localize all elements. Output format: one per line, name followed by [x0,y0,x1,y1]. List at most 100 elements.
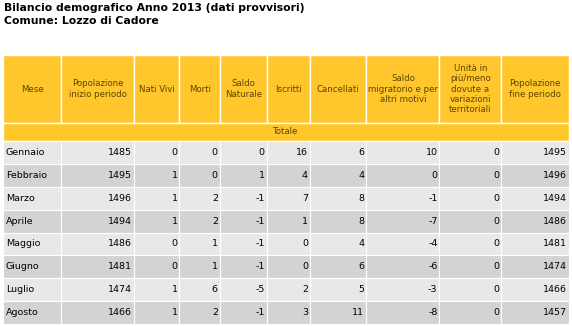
Text: 1474: 1474 [543,262,567,271]
Bar [61,164,134,187]
Bar [180,232,220,255]
Bar [61,141,134,164]
Bar [366,141,439,164]
Text: Gennaio: Gennaio [6,148,45,157]
Bar [439,255,502,278]
Bar [310,301,366,324]
Bar [134,255,180,278]
Text: 2: 2 [212,194,218,203]
Bar [61,232,134,255]
Bar [61,301,134,324]
Text: 6: 6 [212,285,218,294]
Text: 0: 0 [172,262,177,271]
Bar [502,232,569,255]
Bar [3,55,61,123]
Bar [502,210,569,232]
Text: 4: 4 [358,171,364,180]
Text: Popolazione
inizio periodo: Popolazione inizio periodo [69,79,127,99]
Text: -4: -4 [428,239,438,248]
Text: 0: 0 [494,239,499,248]
Text: 0: 0 [259,148,265,157]
Text: -6: -6 [428,262,438,271]
Text: -3: -3 [428,285,438,294]
Text: 1457: 1457 [543,308,567,317]
Text: 1486: 1486 [543,216,567,226]
Text: Totale: Totale [273,127,299,137]
Text: 0: 0 [172,239,177,248]
Bar [134,164,180,187]
Text: Saldo
migratorio e per
altri motivi: Saldo migratorio e per altri motivi [368,74,438,104]
Text: 1494: 1494 [109,216,132,226]
Bar [366,232,439,255]
Text: Bilancio demografico Anno 2013 (dati provvisori): Bilancio demografico Anno 2013 (dati pro… [4,3,304,13]
Text: Unità in
più/meno
dovute a
variazioni
territoriali: Unità in più/meno dovute a variazioni te… [449,64,492,114]
Text: Maggio: Maggio [6,239,41,248]
Bar [310,141,366,164]
Bar [134,278,180,301]
Bar [366,301,439,324]
Bar [366,55,439,123]
Text: Mese: Mese [21,84,43,94]
Text: 4: 4 [358,239,364,248]
Text: 2: 2 [302,285,308,294]
Text: -1: -1 [255,194,265,203]
Text: 0: 0 [494,171,499,180]
Text: Marzo: Marzo [6,194,35,203]
Bar [220,164,267,187]
Text: Iscritti: Iscritti [275,84,301,94]
Bar [3,301,61,324]
Bar [310,278,366,301]
Text: Morti: Morti [189,84,210,94]
Bar [180,301,220,324]
Bar [267,164,310,187]
Text: Cancellati: Cancellati [317,84,359,94]
Text: 1: 1 [172,308,177,317]
Text: 1486: 1486 [109,239,132,248]
Text: 0: 0 [494,308,499,317]
Bar [220,187,267,210]
Text: 1: 1 [172,216,177,226]
Text: 1496: 1496 [543,171,567,180]
Text: -1: -1 [255,308,265,317]
Text: 16: 16 [296,148,308,157]
Text: Luglio: Luglio [6,285,34,294]
Text: 1495: 1495 [543,148,567,157]
Text: 0: 0 [494,148,499,157]
Bar [180,278,220,301]
Text: 6: 6 [358,262,364,271]
Text: 7: 7 [302,194,308,203]
Bar [3,255,61,278]
Text: 0: 0 [494,216,499,226]
Bar [366,278,439,301]
Text: Febbraio: Febbraio [6,171,47,180]
Bar [439,55,502,123]
Text: -1: -1 [255,239,265,248]
Text: 2: 2 [212,216,218,226]
Text: 1: 1 [212,239,218,248]
Bar [439,278,502,301]
Bar [502,301,569,324]
Bar [366,255,439,278]
Bar [3,232,61,255]
Bar [267,232,310,255]
Bar [502,164,569,187]
Bar [502,55,569,123]
Bar [502,141,569,164]
Bar [61,187,134,210]
Text: 1496: 1496 [109,194,132,203]
Bar [310,255,366,278]
Bar [439,210,502,232]
Text: 4: 4 [302,171,308,180]
Text: 1485: 1485 [109,148,132,157]
Bar [502,255,569,278]
Text: -5: -5 [255,285,265,294]
Bar [267,278,310,301]
Bar [180,255,220,278]
Bar [220,210,267,232]
Text: 1466: 1466 [109,308,132,317]
Text: -1: -1 [255,216,265,226]
Text: 0: 0 [494,262,499,271]
Bar [180,187,220,210]
Bar [439,232,502,255]
Text: Aprile: Aprile [6,216,34,226]
